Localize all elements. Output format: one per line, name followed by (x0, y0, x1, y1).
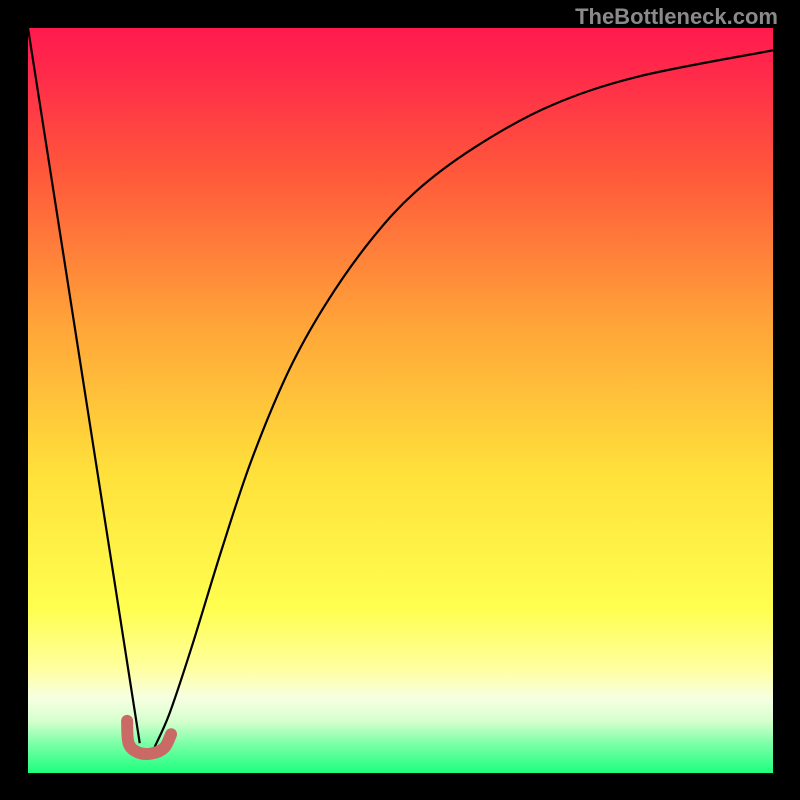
watermark-text: TheBottleneck.com (575, 4, 778, 30)
plot-area (28, 28, 773, 773)
chart-root: TheBottleneck.com (0, 0, 800, 800)
right-rising-curve (155, 50, 773, 747)
curve-layer (28, 28, 773, 773)
left-descent-line (28, 28, 140, 743)
